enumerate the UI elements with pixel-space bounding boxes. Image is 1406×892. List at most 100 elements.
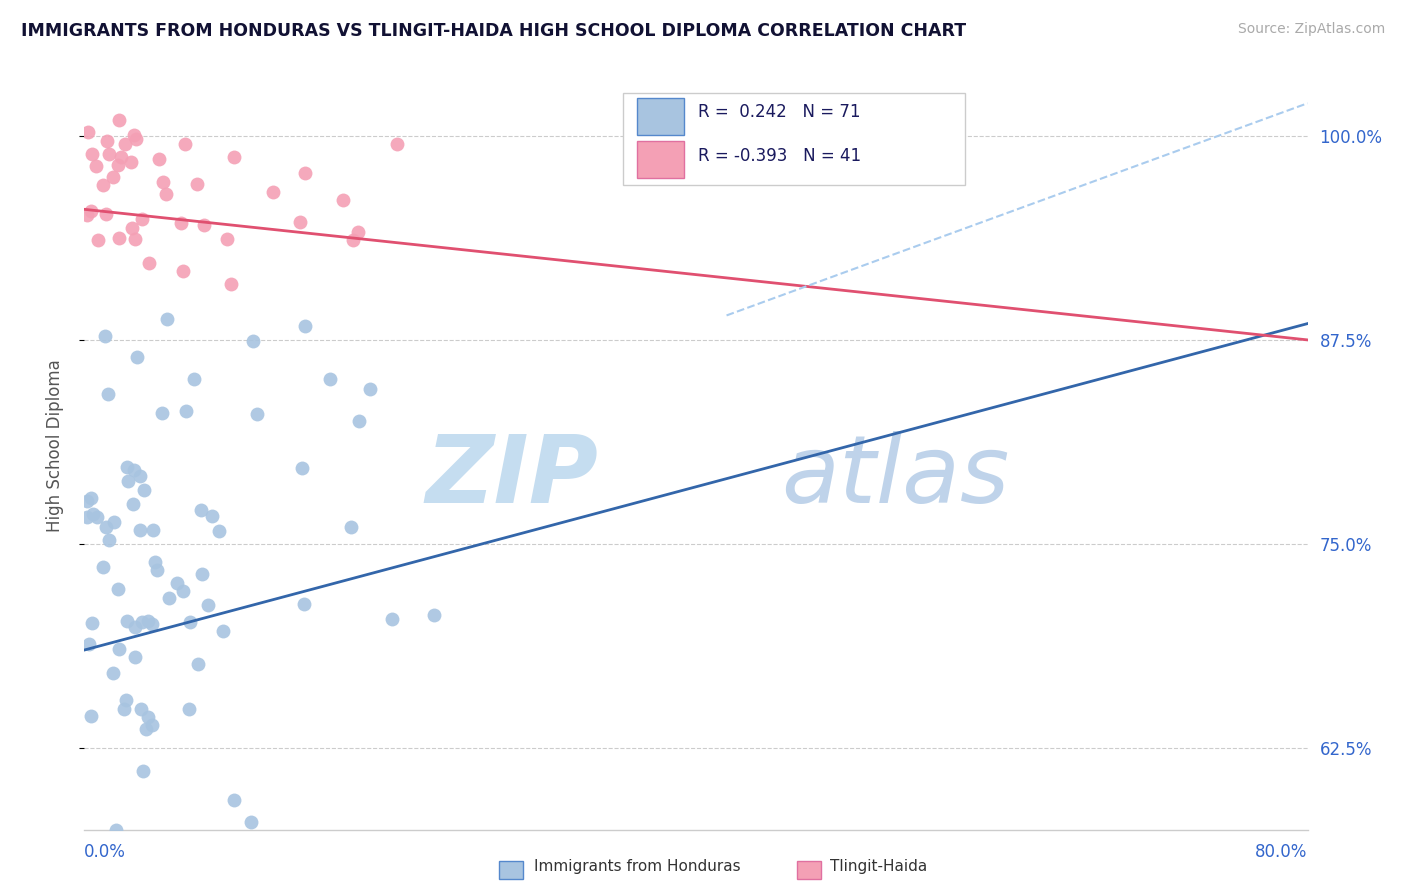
Point [212,624,235,638]
Point [115,460,138,475]
Text: Source: ZipAtlas.com: Source: ZipAtlas.com [1237,22,1385,37]
Point [190,502,212,516]
Point [179,615,201,629]
Point [76,125,98,139]
Point [201,508,224,523]
Y-axis label: High School Diploma: High School Diploma [45,359,63,533]
Point [174,136,197,151]
Point [332,193,354,207]
Point [108,231,131,245]
Point [76,509,98,524]
Point [107,582,129,596]
Point [262,185,284,199]
Point [156,312,179,326]
Bar [637,98,683,135]
Point [127,350,149,364]
Point [183,372,205,386]
Point [217,231,239,245]
Point [98,146,121,161]
Point [108,641,131,656]
Point [148,152,170,166]
Point [172,264,194,278]
Text: ZIP: ZIP [425,431,598,523]
Point [177,702,200,716]
Point [117,475,139,489]
Point [242,334,264,348]
Point [82,147,104,161]
Point [339,520,361,534]
Point [187,657,209,672]
Point [291,461,314,475]
Point [208,524,231,538]
Point [342,233,364,247]
Point [76,494,98,508]
Point [347,225,370,239]
Point [97,533,120,548]
Point [122,497,145,511]
Point [157,591,180,606]
Point [91,560,114,574]
Point [124,232,146,246]
Point [294,319,316,334]
Point [138,256,160,270]
Point [132,764,155,779]
Point [152,175,174,189]
Point [128,468,150,483]
Point [319,372,342,386]
Point [219,277,242,292]
Point [96,134,118,148]
Point [222,150,245,164]
Point [115,693,138,707]
Point [131,212,153,227]
Point [155,186,177,201]
Bar [637,141,683,178]
Point [135,722,157,736]
Point [136,614,159,628]
Point [104,822,127,837]
Text: R = -0.393   N = 41: R = -0.393 N = 41 [699,146,862,165]
Point [101,169,124,184]
Point [86,510,108,524]
Point [423,608,446,623]
Point [141,617,163,632]
Point [122,128,145,142]
Point [124,650,146,665]
Point [387,136,409,151]
FancyBboxPatch shape [623,93,965,186]
Point [191,567,214,582]
Text: R =  0.242   N = 71: R = 0.242 N = 71 [699,103,860,121]
Point [193,218,215,232]
Point [166,575,188,590]
Point [121,221,143,235]
Text: atlas: atlas [782,431,1010,522]
Point [120,154,142,169]
Point [172,584,194,599]
Point [115,615,138,629]
Point [170,216,193,230]
Point [76,208,98,222]
Point [359,383,381,397]
Point [186,177,208,191]
Point [122,463,145,477]
Point [197,598,219,612]
Point [294,166,316,180]
Point [112,702,135,716]
Point [108,112,131,127]
Point [110,150,132,164]
Point [129,702,152,716]
Point [80,709,103,723]
Point [79,491,101,505]
Point [246,407,269,421]
Point [292,597,315,611]
Point [80,615,103,630]
Point [141,524,163,538]
Point [96,520,118,534]
Point [349,414,371,428]
Point [141,717,163,731]
Point [124,620,146,634]
Point [97,387,120,401]
Point [101,666,124,681]
Point [132,483,155,498]
Point [136,710,159,724]
Point [143,555,166,569]
